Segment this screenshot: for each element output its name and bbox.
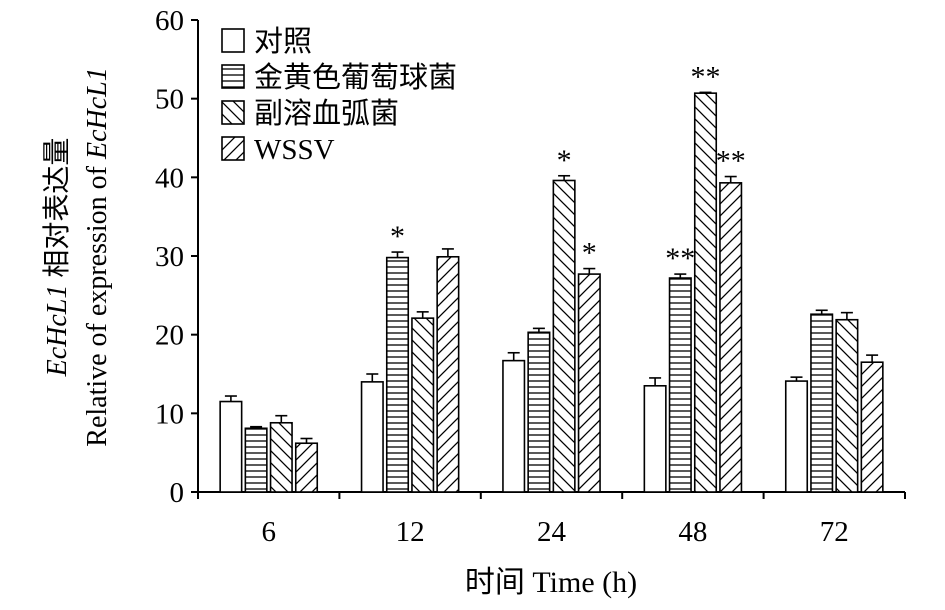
bar — [411, 317, 435, 493]
legend-swatch — [221, 64, 245, 89]
bar — [668, 277, 692, 493]
y-tick-label: 20 — [155, 320, 184, 352]
bar — [693, 92, 718, 493]
y-tick-label: 40 — [155, 162, 184, 194]
x-tick-label: 48 — [678, 516, 707, 548]
significance-mark: ** — [691, 60, 721, 93]
y-tick-label: 60 — [155, 5, 184, 37]
legend-label: 副溶血弧菌 — [254, 97, 399, 130]
y-tick-label: 10 — [155, 398, 184, 430]
bar — [244, 427, 268, 493]
bar — [502, 359, 526, 493]
bar — [552, 179, 576, 493]
y-axis-title-en: Relative of expression of EcHcL1 — [82, 67, 113, 446]
significance-mark: ** — [716, 145, 746, 178]
bar — [269, 421, 293, 493]
bar — [385, 256, 410, 493]
y-tick-label: 50 — [155, 84, 184, 116]
legend-swatch — [221, 100, 245, 125]
legend-swatch — [221, 136, 245, 161]
legend-label: 金黄色葡萄球菌 — [254, 61, 457, 94]
bar — [643, 384, 667, 493]
significance-mark: ** — [665, 242, 695, 275]
x-tick-label: 12 — [396, 516, 425, 548]
bar — [810, 313, 834, 493]
y-axis-title-cn: EcHcL1 相对表达量 — [41, 138, 73, 378]
significance-mark: * — [390, 220, 405, 253]
x-tick-label: 24 — [537, 516, 567, 548]
bar — [784, 380, 809, 493]
x-axis-title: 时间 Time (h) — [465, 566, 637, 599]
legend-label: WSSV — [254, 134, 335, 166]
y-tick-label: 30 — [155, 241, 184, 273]
x-tick-label: 6 — [261, 516, 276, 548]
bar — [219, 400, 243, 493]
significance-mark: * — [582, 237, 597, 270]
bar — [860, 361, 884, 493]
bar — [436, 255, 460, 493]
bar — [577, 273, 601, 493]
legend-swatch — [221, 28, 245, 53]
bar — [835, 318, 859, 493]
bar — [360, 381, 384, 493]
bar — [719, 182, 743, 493]
bar — [527, 331, 551, 493]
legend-label: 对照 — [254, 25, 312, 58]
x-tick-label: 72 — [820, 516, 849, 548]
y-tick-label: 0 — [170, 477, 185, 509]
bar — [294, 442, 319, 493]
significance-mark: * — [557, 144, 572, 177]
